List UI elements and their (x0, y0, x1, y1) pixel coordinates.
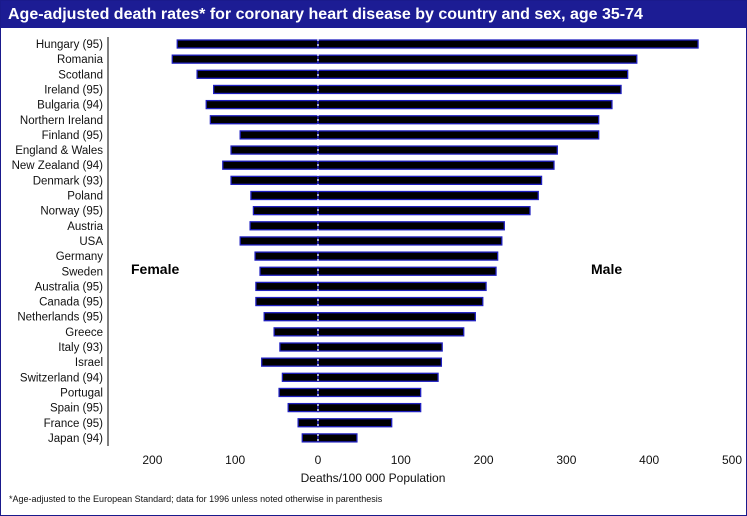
bar-female (261, 357, 319, 367)
category-label: Romania (57, 54, 104, 66)
bar-male (317, 54, 638, 64)
bar-female (205, 99, 319, 110)
x-tick-label: 500 (722, 453, 742, 467)
bar-female (281, 372, 319, 382)
bar-male (317, 312, 476, 322)
category-label: Netherlands (95) (17, 312, 103, 324)
chart-title: Age-adjusted death rates* for coronary h… (1, 1, 746, 28)
bar-female (176, 39, 319, 49)
bar-female (263, 312, 319, 322)
bar-male (317, 175, 543, 186)
bar-male (317, 418, 393, 428)
category-label: Switzerland (94) (20, 372, 103, 384)
bar-male (317, 145, 558, 155)
x-tick-label: 400 (639, 453, 659, 467)
bar-male (317, 342, 443, 352)
legend-male: Male (591, 261, 622, 277)
bar-male (317, 99, 613, 110)
bar-male (317, 402, 422, 413)
category-label: Northern Ireland (20, 115, 103, 127)
bar-male (317, 296, 484, 307)
bar-female (239, 236, 319, 246)
category-label: Norway (95) (40, 206, 103, 218)
bar-male (317, 236, 503, 246)
bar-female (287, 402, 319, 413)
bar-female (230, 175, 319, 186)
bar-female (250, 190, 319, 201)
category-label: Ireland (95) (44, 84, 103, 96)
bar-female (279, 342, 319, 352)
bar-female (254, 251, 319, 261)
category-label: Poland (67, 191, 103, 203)
category-label: Hungary (95) (36, 39, 103, 51)
bar-male (317, 190, 539, 201)
bar-male (317, 281, 487, 292)
bar-female (209, 115, 319, 125)
category-label: Bulgaria (94) (37, 100, 103, 112)
category-label: France (95) (44, 418, 104, 430)
bar-female (222, 160, 319, 170)
category-label: Scotland (58, 69, 103, 81)
bar-male (317, 387, 422, 398)
bar-male (317, 266, 497, 276)
bar-male (317, 357, 443, 367)
category-label: England & Wales (15, 145, 103, 157)
legend-female: Female (131, 261, 179, 277)
bar-male (317, 205, 531, 216)
footnote: *Age-adjusted to the European Standard; … (9, 494, 383, 504)
bar-male (317, 251, 499, 261)
bar-female (255, 296, 319, 307)
bar-female (230, 145, 319, 155)
bar-female (249, 221, 319, 231)
bar-female (239, 130, 319, 140)
category-label: Israel (75, 357, 103, 369)
category-label: Austria (67, 221, 103, 233)
bar-male (317, 84, 622, 95)
bar-male (317, 433, 358, 443)
category-label: USA (79, 236, 103, 248)
bar-female (171, 54, 319, 64)
category-label: New Zealand (94) (12, 160, 104, 172)
category-label: Spain (95) (50, 403, 103, 415)
x-tick-label: 200 (474, 453, 494, 467)
category-label: Germany (56, 251, 104, 263)
bar-female (259, 266, 319, 276)
bar-male (317, 69, 629, 79)
x-tick-label: 100 (391, 453, 411, 467)
x-tick-label: 0 (315, 453, 322, 467)
category-label: Japan (94) (48, 433, 103, 445)
bar-male (317, 115, 600, 125)
bar-female (297, 418, 319, 428)
bar-female (196, 69, 319, 79)
bar-male (317, 130, 600, 140)
category-label: Greece (65, 327, 103, 339)
category-label: Denmark (93) (33, 175, 103, 187)
bar-female (278, 387, 319, 398)
bar-female (252, 205, 319, 216)
x-tick-label: 300 (556, 453, 576, 467)
x-axis-label: Deaths/100 000 Population (301, 471, 446, 485)
bar-female (213, 84, 319, 95)
bar-male (317, 221, 505, 231)
bar-female (255, 281, 319, 292)
bar-female (273, 327, 319, 337)
bar-female (301, 433, 319, 443)
category-label: Italy (93) (58, 342, 103, 354)
x-tick-label: 200 (142, 453, 162, 467)
bar-male (317, 327, 465, 337)
category-label: Portugal (60, 387, 103, 399)
bar-male (317, 372, 439, 382)
bar-male (317, 39, 699, 49)
category-label: Finland (95) (42, 130, 104, 142)
category-label: Australia (95) (35, 281, 104, 293)
category-label: Canada (95) (39, 297, 103, 309)
category-label: Sweden (61, 266, 103, 278)
bar-male (317, 160, 555, 170)
x-tick-label: 100 (225, 453, 245, 467)
